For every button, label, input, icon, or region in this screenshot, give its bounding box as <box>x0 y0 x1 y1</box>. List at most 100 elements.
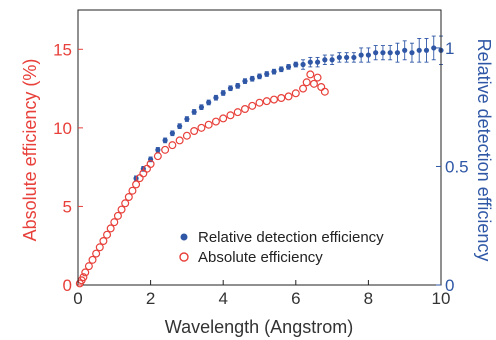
relative-efficiency-point <box>198 104 205 110</box>
relative-efficiency-point <box>177 123 183 129</box>
right-tick-label: 0 <box>445 276 454 295</box>
relative-efficiency-point <box>394 50 401 56</box>
relative-efficiency-point <box>206 99 212 106</box>
absolute-efficiency-point <box>79 273 88 282</box>
absolute-efficiency-point <box>313 73 322 82</box>
absolute-efficiency-point <box>146 160 155 169</box>
absolute-efficiency-point <box>277 93 286 102</box>
absolute-efficiency-point <box>306 70 315 79</box>
relative-efficiency-point <box>227 85 234 91</box>
absolute-efficiency-point <box>204 120 213 129</box>
relative-efficiency-point <box>264 71 270 77</box>
relative-efficiency-point <box>380 50 386 56</box>
absolute-efficiency-point <box>117 205 126 214</box>
absolute-efficiency-point <box>255 98 264 107</box>
absolute-efficiency-point <box>190 126 199 135</box>
left-tick-label: 15 <box>53 40 72 59</box>
absolute-efficiency-point <box>121 199 130 208</box>
x-axis-title: Wavelength (Angstrom) <box>165 317 353 337</box>
relative-efficiency-point <box>322 57 328 63</box>
left-tick-label: 10 <box>53 119 72 138</box>
legend-label-absolute: Absolute efficiency <box>198 249 323 266</box>
absolute-efficiency-point <box>299 84 308 93</box>
x-tick-label: 2 <box>146 289 155 308</box>
absolute-efficiency-point <box>81 268 90 277</box>
x-tick-label: 10 <box>432 289 451 308</box>
absolute-efficiency-point <box>291 89 300 98</box>
absolute-efficiency-point <box>110 218 119 227</box>
absolute-efficiency-point <box>309 79 318 88</box>
absolute-efficiency-point <box>226 111 235 120</box>
absolute-efficiency-point <box>106 224 115 233</box>
legend: Relative detection efficiency Absolute e… <box>179 229 384 266</box>
relative-efficiency-point <box>278 66 284 72</box>
legend-marker-relative <box>180 233 188 241</box>
relative-efficiency-point <box>336 54 342 61</box>
absolute-efficiency-point <box>175 136 184 145</box>
absolute-efficiency-point <box>103 230 112 239</box>
absolute-efficiency-point <box>219 114 228 123</box>
absolute-efficiency-point <box>262 97 271 106</box>
relative-efficiency-point <box>300 61 306 68</box>
relative-efficiency-point <box>402 47 408 53</box>
relative-efficiency-point <box>314 59 321 65</box>
absolute-efficiency-point <box>248 101 257 110</box>
absolute-efficiency-point <box>124 193 133 202</box>
relative-efficiency-point <box>431 45 437 51</box>
x-tick-label: 6 <box>291 289 300 308</box>
relative-efficiency-point <box>358 52 364 58</box>
relative-efficiency-point <box>249 76 255 82</box>
relative-efficiency-point <box>423 47 430 53</box>
absolute-efficiency-point <box>240 104 249 113</box>
x-tick-label: 8 <box>364 289 373 308</box>
absolute-efficiency-point <box>211 117 220 126</box>
legend-marker-absolute <box>179 252 189 262</box>
plot-frame <box>77 9 442 286</box>
absolute-efficiency-point <box>161 145 170 154</box>
absolute-efficiency-point <box>284 92 293 101</box>
absolute-efficiency-point <box>320 87 329 96</box>
relative-efficiency-point <box>329 57 335 63</box>
x-tick-label: 0 <box>73 289 82 308</box>
relative-efficiency-point <box>293 61 299 68</box>
legend-label-relative: Relative detection efficiency <box>198 229 384 246</box>
left-axis-title: Absolute efficiency (%) <box>20 59 40 242</box>
absolute-efficiency-point <box>197 123 206 132</box>
absolute-efficiency-point <box>233 108 242 117</box>
absolute-efficiency-point <box>317 82 326 91</box>
relative-efficiency-point <box>409 50 415 56</box>
absolute-efficiency-point <box>99 237 108 246</box>
relative-efficiency-point <box>344 54 350 61</box>
relative-efficiency-point <box>169 130 175 136</box>
relative-efficiency-point <box>285 64 292 70</box>
left-tick-label: 0 <box>63 276 72 295</box>
relative-efficiency-point <box>416 47 422 53</box>
absolute-efficiency-point <box>128 186 137 195</box>
absolute-efficiency-point <box>270 95 279 104</box>
relative-efficiency-point <box>373 50 379 56</box>
relative-efficiency-point <box>307 59 313 65</box>
absolute-efficiency-point <box>84 262 93 271</box>
relative-efficiency-point <box>220 90 226 96</box>
x-tick-label: 4 <box>218 289 227 308</box>
relative-efficiency-point <box>271 69 277 75</box>
relative-efficiency-marks <box>133 35 444 182</box>
relative-efficiency-point <box>242 78 248 84</box>
absolute-efficiency-point <box>92 249 101 258</box>
absolute-efficiency-marks <box>75 70 329 288</box>
absolute-efficiency-point <box>132 180 141 189</box>
relative-efficiency-point <box>387 50 393 56</box>
absolute-efficiency-point <box>168 141 177 150</box>
relative-efficiency-point <box>256 73 263 79</box>
right-tick-label: 0.5 <box>445 157 469 176</box>
relative-efficiency-point <box>155 147 161 153</box>
left-tick-label: 5 <box>63 197 72 216</box>
relative-efficiency-point <box>213 95 219 101</box>
absolute-efficiency-point <box>113 211 122 220</box>
absolute-efficiency-point <box>182 131 191 140</box>
right-tick-label: 1 <box>445 39 454 58</box>
relative-efficiency-point <box>351 54 357 61</box>
absolute-efficiency-point <box>88 255 97 264</box>
